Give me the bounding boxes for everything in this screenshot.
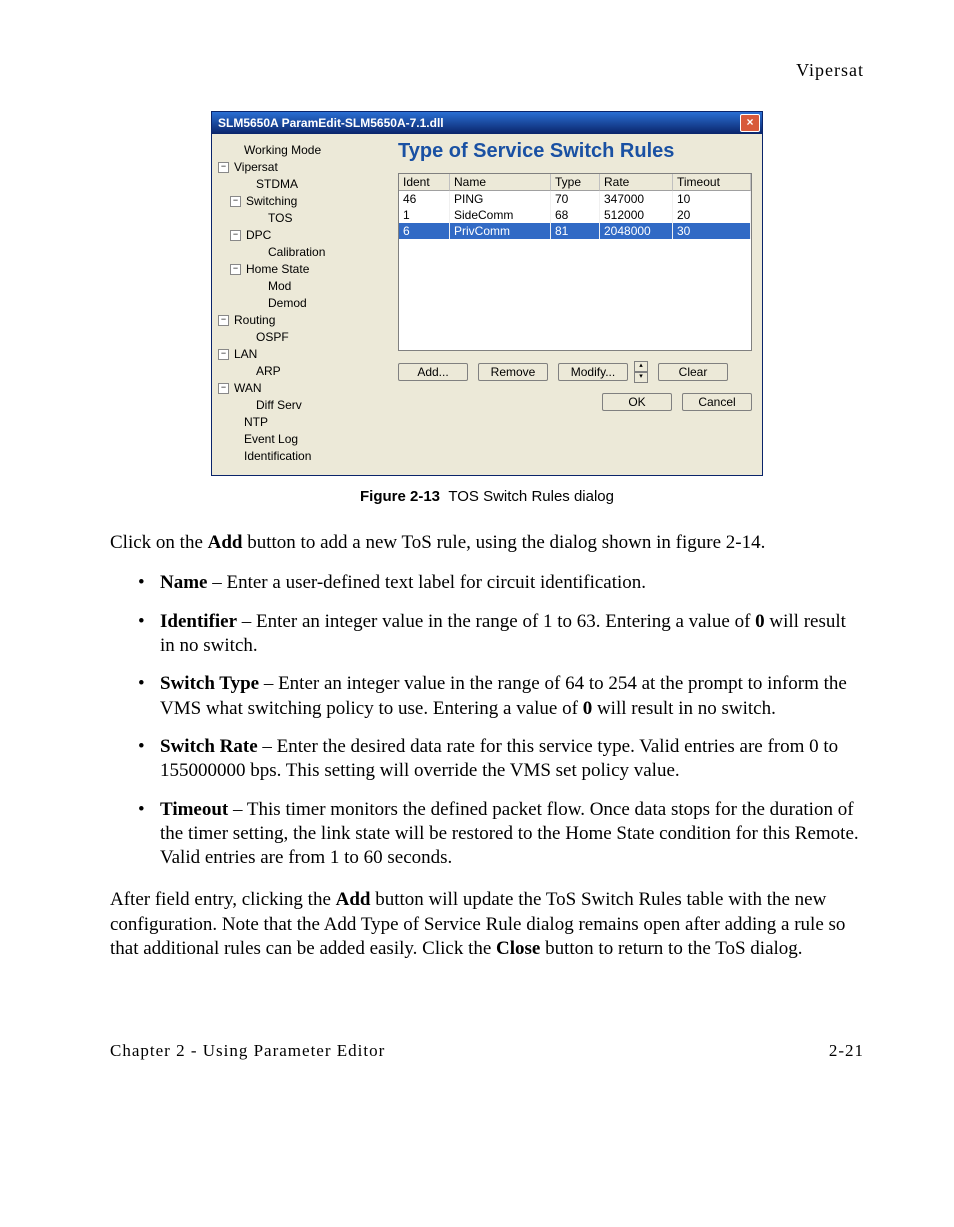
outro-paragraph: After field entry, clicking the Add butt… — [110, 888, 864, 961]
col-type[interactable]: Type — [551, 174, 600, 191]
tree-node[interactable]: NTP — [218, 414, 388, 431]
rules-list[interactable]: Ident Name Type Rate Timeout 46PING70347… — [398, 173, 752, 351]
figure-caption: Figure 2-13 TOS Switch Rules dialog — [110, 488, 864, 505]
bullet-list: Name – Enter a user-defined text label f… — [110, 571, 864, 870]
tree-node[interactable]: Calibration — [218, 244, 388, 261]
tree-node[interactable]: −LAN — [218, 346, 388, 363]
modify-spinner[interactable]: ▴▾ — [634, 361, 648, 383]
list-item: Switch Type – Enter an integer value in … — [160, 672, 864, 721]
tree-node[interactable]: Identification — [218, 448, 388, 465]
close-icon[interactable]: × — [740, 114, 760, 132]
intro-paragraph: Click on the Add button to add a new ToS… — [110, 531, 864, 555]
table-row[interactable]: 6PrivComm81204800030 — [399, 223, 751, 239]
page-footer: Chapter 2 - Using Parameter Editor 2-21 — [110, 1041, 864, 1061]
pane-heading: Type of Service Switch Rules — [398, 140, 752, 163]
list-item: Name – Enter a user-defined text label f… — [160, 571, 864, 595]
tree-node[interactable]: Diff Serv — [218, 397, 388, 414]
col-timeout[interactable]: Timeout — [673, 174, 751, 191]
cancel-button[interactable]: Cancel — [682, 393, 752, 411]
nav-tree[interactable]: Working Mode−VipersatSTDMA−SwitchingTOS−… — [218, 140, 388, 465]
tree-node[interactable]: −Vipersat — [218, 159, 388, 176]
tree-node[interactable]: Mod — [218, 278, 388, 295]
tree-node[interactable]: −Routing — [218, 312, 388, 329]
ok-button[interactable]: OK — [602, 393, 672, 411]
tree-node[interactable]: Demod — [218, 295, 388, 312]
tree-node[interactable]: −Home State — [218, 261, 388, 278]
list-item: Timeout – This timer monitors the define… — [160, 798, 864, 871]
tree-node[interactable]: STDMA — [218, 176, 388, 193]
add-button[interactable]: Add... — [398, 363, 468, 381]
running-head: Vipersat — [110, 60, 864, 81]
remove-button[interactable]: Remove — [478, 363, 548, 381]
tree-node[interactable]: TOS — [218, 210, 388, 227]
dialog-title: SLM5650A ParamEdit-SLM5650A-7.1.dll — [218, 116, 444, 130]
list-header: Ident Name Type Rate Timeout — [399, 174, 751, 191]
titlebar: SLM5650A ParamEdit-SLM5650A-7.1.dll × — [212, 112, 762, 134]
col-rate[interactable]: Rate — [600, 174, 673, 191]
col-ident[interactable]: Ident — [399, 174, 450, 191]
table-row[interactable]: 1SideComm6851200020 — [399, 207, 751, 223]
modify-button[interactable]: Modify... — [558, 363, 628, 381]
col-name[interactable]: Name — [450, 174, 551, 191]
footer-left: Chapter 2 - Using Parameter Editor — [110, 1041, 385, 1061]
list-item: Switch Rate – Enter the desired data rat… — [160, 735, 864, 784]
tree-node[interactable]: −WAN — [218, 380, 388, 397]
list-item: Identifier – Enter an integer value in t… — [160, 610, 864, 659]
tree-node[interactable]: ARP — [218, 363, 388, 380]
clear-button[interactable]: Clear — [658, 363, 728, 381]
footer-right: 2-21 — [829, 1041, 864, 1061]
table-row[interactable]: 46PING7034700010 — [399, 191, 751, 207]
param-edit-dialog: SLM5650A ParamEdit-SLM5650A-7.1.dll × Wo… — [211, 111, 763, 476]
tree-node[interactable]: OSPF — [218, 329, 388, 346]
tree-node[interactable]: Event Log — [218, 431, 388, 448]
tree-node[interactable]: −DPC — [218, 227, 388, 244]
tree-node[interactable]: −Switching — [218, 193, 388, 210]
tree-node[interactable]: Working Mode — [218, 142, 388, 159]
